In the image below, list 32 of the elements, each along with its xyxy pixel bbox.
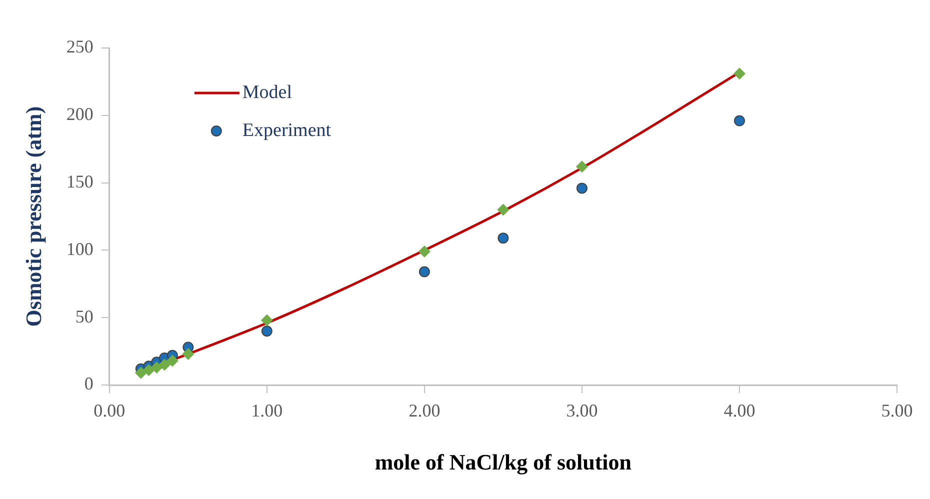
point — [142, 364, 155, 376]
point — [576, 160, 588, 173]
legend-label: Model — [242, 82, 292, 103]
point — [260, 314, 273, 326]
point — [418, 266, 430, 278]
point — [261, 326, 272, 337]
point — [134, 366, 147, 379]
point — [418, 246, 430, 258]
x-tick-label: 1.00 — [251, 400, 283, 421]
legend-label: Experiment — [242, 120, 332, 141]
y-tick-label: 200 — [66, 104, 94, 124]
y-tick-label: 100 — [66, 238, 94, 259]
y-tick-label: 250 — [66, 36, 94, 57]
x-tick-label: 0.00 — [94, 400, 126, 421]
point — [576, 182, 588, 194]
x-axis-title: mole of NaCl/kg of solution — [374, 449, 632, 474]
x-tick-label: 2.00 — [408, 400, 440, 421]
point — [150, 361, 163, 374]
x-tick-label: 3.00 — [566, 400, 598, 421]
point — [497, 204, 510, 216]
y-axis-title: Osmotic pressure (atm) — [20, 106, 46, 327]
point — [166, 354, 178, 367]
point — [498, 232, 509, 244]
x-tick-label: 5.00 — [881, 400, 913, 421]
point — [733, 68, 746, 80]
point — [734, 115, 745, 126]
y-tick-label: 150 — [66, 172, 94, 192]
point — [158, 358, 171, 371]
y-tick-label: 0 — [84, 374, 94, 394]
x-tick-label: 4.00 — [724, 400, 756, 421]
point — [182, 348, 194, 360]
y-tick-label: 50 — [75, 306, 94, 326]
